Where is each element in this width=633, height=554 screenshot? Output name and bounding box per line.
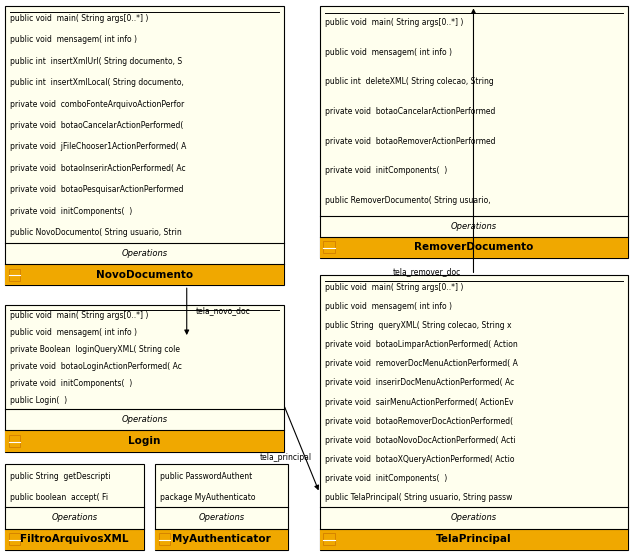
Bar <box>5 305 284 452</box>
Text: tela_novo_doc: tela_novo_doc <box>196 306 251 315</box>
Bar <box>155 529 288 550</box>
Bar <box>323 241 335 253</box>
Text: private void  botaoInserirActionPerformed( Ac: private void botaoInserirActionPerformed… <box>10 164 185 173</box>
Text: Login: Login <box>128 436 161 446</box>
Text: private Boolean  loginQueryXML( String cole: private Boolean loginQueryXML( String co… <box>10 345 180 354</box>
Text: public void  mensagem( int info ): public void mensagem( int info ) <box>325 302 452 311</box>
Bar <box>320 275 628 550</box>
Text: public void  main( String args[0..*] ): public void main( String args[0..*] ) <box>325 18 463 27</box>
Bar <box>5 264 284 285</box>
Bar <box>320 237 628 258</box>
Text: public void  main( String args[0..*] ): public void main( String args[0..*] ) <box>10 311 149 320</box>
Text: package MyAuthenticato: package MyAuthenticato <box>160 493 256 501</box>
Text: private void  comboFonteArquivoActionPerfor: private void comboFonteArquivoActionPerf… <box>10 100 184 109</box>
Text: private void  botaoXQueryActionPerformed( Actio: private void botaoXQueryActionPerformed(… <box>325 455 514 464</box>
Text: Operations: Operations <box>122 249 167 258</box>
Bar <box>5 529 144 550</box>
Bar <box>5 430 284 452</box>
Text: public NovoDocumento( String usuario, Strin: public NovoDocumento( String usuario, St… <box>10 228 182 237</box>
Text: public int  deleteXML( String colecao, String: public int deleteXML( String colecao, St… <box>325 78 494 86</box>
Text: FiltroArquivosXML: FiltroArquivosXML <box>20 534 129 544</box>
Text: Operations: Operations <box>451 222 497 230</box>
Text: public int  insertXmlLocal( String documento,: public int insertXmlLocal( String docume… <box>10 78 184 87</box>
Text: public RemoverDocumento( String usuario,: public RemoverDocumento( String usuario, <box>325 196 491 205</box>
Text: private void  botaoRemoverActionPerformed: private void botaoRemoverActionPerformed <box>325 137 495 146</box>
Text: Operations: Operations <box>122 416 167 424</box>
Text: public String  queryXML( String colecao, String x: public String queryXML( String colecao, … <box>325 321 511 330</box>
Text: public void  mensagem( int info ): public void mensagem( int info ) <box>10 328 137 337</box>
Text: tela_principal: tela_principal <box>260 453 311 461</box>
Text: Operations: Operations <box>199 514 244 522</box>
Bar <box>9 435 20 447</box>
Text: MyAuthenticator: MyAuthenticator <box>172 534 271 544</box>
Text: private void  botaoCancelarActionPerformed: private void botaoCancelarActionPerforme… <box>325 107 495 116</box>
Text: private void  botaoRemoverDocActionPerformed(: private void botaoRemoverDocActionPerfor… <box>325 417 513 425</box>
Text: private void  botaoPesquisarActionPerformed: private void botaoPesquisarActionPerform… <box>10 185 184 194</box>
Text: private void  botaoLimparActionPerformed( Action: private void botaoLimparActionPerformed(… <box>325 340 518 349</box>
Text: public TelaPrincipal( String usuario, String passw: public TelaPrincipal( String usuario, St… <box>325 494 512 502</box>
Text: public Login(  ): public Login( ) <box>10 396 67 406</box>
Text: Operations: Operations <box>451 514 497 522</box>
Text: Operations: Operations <box>52 514 97 522</box>
Bar <box>5 464 144 550</box>
Text: private void  removerDocMenuActionPerformed( A: private void removerDocMenuActionPerform… <box>325 360 518 368</box>
Text: private void  botaoNovoDocActionPerformed( Acti: private void botaoNovoDocActionPerformed… <box>325 436 515 445</box>
Text: tela_remover_doc: tela_remover_doc <box>392 267 461 276</box>
Text: public void  main( String args[0..*] ): public void main( String args[0..*] ) <box>325 283 463 291</box>
Text: private void  sairMenuActionPerformed( ActionEv: private void sairMenuActionPerformed( Ac… <box>325 398 513 407</box>
Text: private void  initComponents(  ): private void initComponents( ) <box>325 474 447 483</box>
Bar <box>9 533 20 545</box>
Text: private void  initComponents(  ): private void initComponents( ) <box>10 379 132 388</box>
Text: public void  main( String args[0..*] ): public void main( String args[0..*] ) <box>10 14 149 23</box>
Bar <box>323 533 335 545</box>
Text: public boolean  accept( Fi: public boolean accept( Fi <box>10 493 108 501</box>
Text: private void  botaoCancelarActionPerformed(: private void botaoCancelarActionPerforme… <box>10 121 184 130</box>
Text: NovoDocumento: NovoDocumento <box>96 270 193 280</box>
Text: RemoverDocumento: RemoverDocumento <box>414 242 534 252</box>
Bar <box>159 533 170 545</box>
Text: public PasswordAuthent: public PasswordAuthent <box>160 472 253 481</box>
Text: TelaPrincipal: TelaPrincipal <box>436 534 511 544</box>
Text: private void  initComponents(  ): private void initComponents( ) <box>325 167 447 176</box>
Text: private void  initComponents(  ): private void initComponents( ) <box>10 207 132 216</box>
Text: private void  jFileChooser1ActionPerformed( A: private void jFileChooser1ActionPerforme… <box>10 142 187 151</box>
Bar <box>9 269 20 281</box>
Text: public int  insertXmlUrl( String documento, S: public int insertXmlUrl( String document… <box>10 57 182 66</box>
Text: public String  getDescripti: public String getDescripti <box>10 472 111 481</box>
Bar <box>320 529 628 550</box>
Bar <box>320 6 628 258</box>
Text: private void  botaoLoginActionPerformed( Ac: private void botaoLoginActionPerformed( … <box>10 362 182 371</box>
Text: public void  mensagem( int info ): public void mensagem( int info ) <box>325 48 452 57</box>
Text: public void  mensagem( int info ): public void mensagem( int info ) <box>10 35 137 44</box>
Bar <box>5 6 284 285</box>
Bar <box>155 464 288 550</box>
Text: private void  inserirDocMenuActionPerformed( Ac: private void inserirDocMenuActionPerform… <box>325 378 514 387</box>
